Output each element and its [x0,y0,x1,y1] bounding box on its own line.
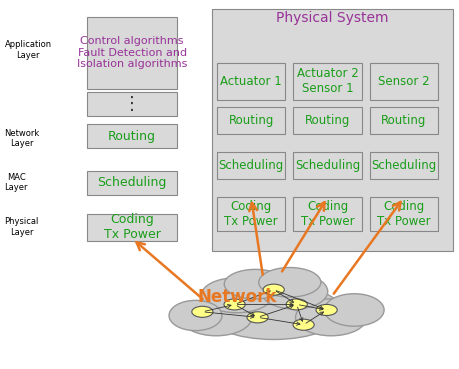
Bar [217,107,285,134]
Text: Network: Network [197,288,276,306]
Bar [217,152,285,179]
Text: Physical System: Physical System [275,11,388,25]
Text: Coding
Tx Power: Coding Tx Power [300,200,353,228]
Bar [293,197,361,231]
Text: Routing: Routing [108,130,156,143]
Text: Scheduling: Scheduling [370,159,436,172]
Text: Scheduling: Scheduling [218,159,283,172]
Text: Sensor 2: Sensor 2 [377,75,429,88]
Bar [87,171,177,195]
Text: Network
Layer: Network Layer [5,129,40,148]
Ellipse shape [204,284,342,339]
Ellipse shape [261,274,327,309]
Text: MAC
Layer: MAC Layer [5,173,28,192]
Bar [369,63,437,100]
Text: ⋮: ⋮ [123,95,141,113]
Ellipse shape [258,268,320,297]
Ellipse shape [315,304,336,315]
Ellipse shape [295,299,366,336]
Text: Scheduling: Scheduling [97,176,167,189]
Text: Routing: Routing [228,114,273,127]
Text: Application
Layer: Application Layer [5,40,51,59]
Text: Routing: Routing [381,114,425,127]
Bar [369,107,437,134]
Ellipse shape [292,319,313,330]
Ellipse shape [180,299,252,336]
Text: Routing: Routing [304,114,349,127]
Bar [293,63,361,100]
Bar [217,63,285,100]
Ellipse shape [263,284,284,295]
Bar [217,197,285,231]
Text: Actuator 2
Sensor 1: Actuator 2 Sensor 1 [296,67,358,95]
Ellipse shape [324,294,383,326]
Ellipse shape [191,306,213,317]
Ellipse shape [246,312,268,323]
Text: Control algorithms
Fault Detection and
Isolation algorithms: Control algorithms Fault Detection and I… [77,36,187,69]
Bar [369,152,437,179]
Ellipse shape [201,277,272,313]
Text: Physical
Layer: Physical Layer [5,217,39,237]
Bar [369,197,437,231]
Ellipse shape [224,269,285,299]
Ellipse shape [169,300,222,331]
Bar [87,17,177,89]
Text: Actuator 1: Actuator 1 [220,75,281,88]
Bar [293,152,361,179]
Bar [87,124,177,148]
Text: Scheduling: Scheduling [294,159,359,172]
Bar [87,214,177,241]
Text: Coding
Tx Power: Coding Tx Power [104,214,160,241]
Bar [293,107,361,134]
Text: Coding
Tx Power: Coding Tx Power [224,200,277,228]
Ellipse shape [224,299,245,310]
Bar [211,9,452,251]
Text: Coding
Tx Power: Coding Tx Power [376,200,430,228]
Bar [87,92,177,116]
Ellipse shape [285,299,307,310]
